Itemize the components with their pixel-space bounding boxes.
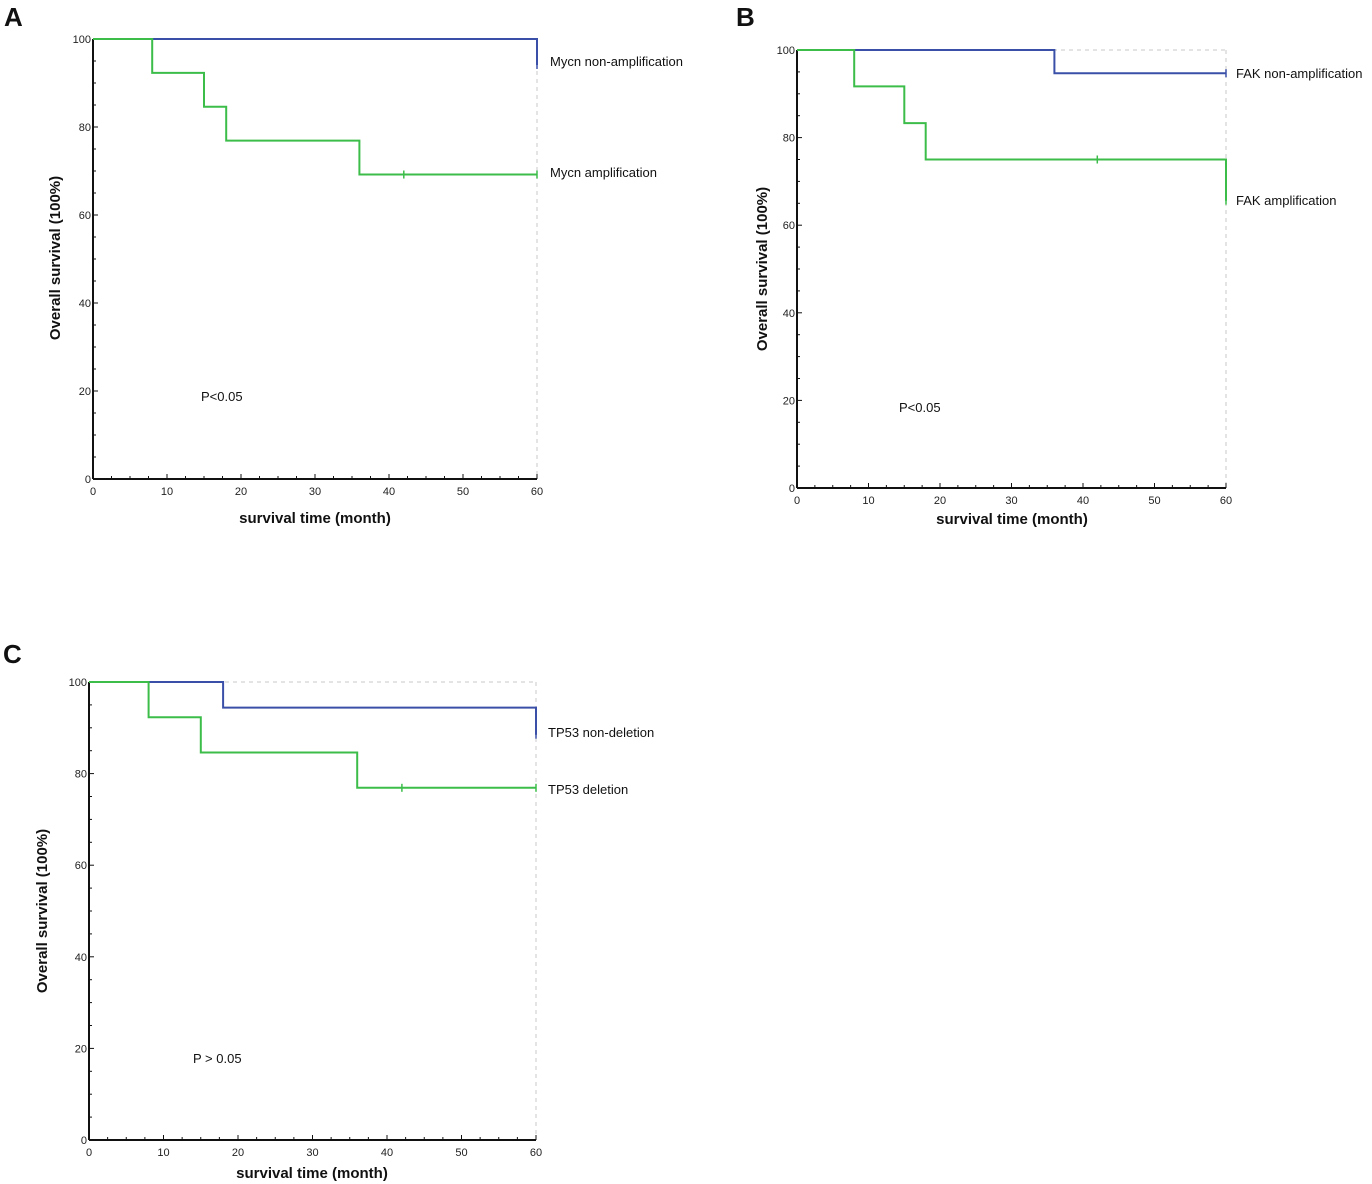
x-tick-label: 30 bbox=[309, 486, 321, 498]
x-tick-label: 50 bbox=[455, 1147, 467, 1159]
series-label: TP53 non-deletion bbox=[548, 725, 654, 740]
y-tick-label: 0 bbox=[789, 483, 795, 495]
x-axis-title: survival time (month) bbox=[236, 1165, 388, 1182]
y-tick-label: 40 bbox=[75, 952, 87, 964]
y-tick-label: 40 bbox=[79, 298, 91, 310]
y-axis-title: Overall survival (100%) bbox=[34, 829, 51, 993]
p-value-annotation: P<0.05 bbox=[899, 400, 941, 415]
x-tick-label: 20 bbox=[232, 1147, 244, 1159]
y-tick-label: 80 bbox=[79, 122, 91, 134]
panel-label: B bbox=[736, 2, 755, 32]
survival-curve-mycn-non-amplification bbox=[93, 38, 538, 65]
series-label: FAK non-amplification bbox=[1236, 66, 1362, 81]
x-tick-label: 0 bbox=[86, 1147, 92, 1159]
survival-curve-fak-non-amplification bbox=[797, 49, 1226, 75]
survival-curve-tp53-non-deletion bbox=[89, 681, 537, 735]
x-tick-label: 10 bbox=[862, 495, 874, 507]
x-tick-label: 20 bbox=[235, 486, 247, 498]
x-tick-label: 60 bbox=[531, 486, 543, 498]
series-label: FAK amplification bbox=[1236, 193, 1336, 208]
x-tick-label: 40 bbox=[381, 1147, 393, 1159]
y-tick-label: 60 bbox=[783, 220, 795, 232]
y-tick-label: 80 bbox=[783, 133, 795, 145]
y-tick-label: 60 bbox=[79, 210, 91, 222]
series-label: Mycn amplification bbox=[550, 165, 657, 180]
p-value-annotation: P<0.05 bbox=[201, 389, 243, 404]
x-tick-label: 0 bbox=[90, 486, 96, 498]
y-tick-label: 100 bbox=[69, 677, 87, 689]
y-tick-label: 0 bbox=[85, 474, 91, 486]
x-tick-label: 50 bbox=[1148, 495, 1160, 507]
x-tick-label: 10 bbox=[157, 1147, 169, 1159]
x-tick-label: 30 bbox=[1005, 495, 1017, 507]
y-tick-label: 100 bbox=[777, 45, 795, 57]
km-panel-a: A 0 20 40 60 80 100 0 10 20 30 40 50 60 Overall surviv… bbox=[4, 2, 683, 527]
y-tick-label: 20 bbox=[79, 386, 91, 398]
y-tick-label: 40 bbox=[783, 308, 795, 320]
x-tick-label: 0 bbox=[794, 495, 800, 507]
x-axis-title: survival time (month) bbox=[936, 511, 1088, 528]
y-tick-label: 0 bbox=[81, 1135, 87, 1147]
x-tick-label: 30 bbox=[306, 1147, 318, 1159]
p-value-annotation: P > 0.05 bbox=[193, 1051, 242, 1066]
y-tick-label: 20 bbox=[783, 395, 795, 407]
y-tick-label: 20 bbox=[75, 1043, 87, 1055]
x-axis-title: survival time (month) bbox=[239, 510, 391, 527]
x-tick-label: 20 bbox=[934, 495, 946, 507]
x-tick-label: 60 bbox=[530, 1147, 542, 1159]
survival-curve-mycn-amplification bbox=[93, 38, 537, 176]
x-tick-label: 40 bbox=[383, 486, 395, 498]
series-label: Mycn non-amplification bbox=[550, 54, 683, 69]
x-tick-label: 50 bbox=[457, 486, 469, 498]
x-tick-label: 10 bbox=[161, 486, 173, 498]
y-axis-title: Overall survival (100%) bbox=[754, 187, 771, 351]
survival-curve-tp53-deletion bbox=[89, 681, 536, 789]
panel-label: C bbox=[3, 639, 22, 669]
y-tick-label: 80 bbox=[75, 769, 87, 781]
y-tick-label: 60 bbox=[75, 860, 87, 872]
y-axis-title: Overall survival (100%) bbox=[47, 176, 64, 340]
km-panel-c: C 0 20 40 60 80 100 0 10 20 30 40 50 60 Overall surviv… bbox=[3, 639, 654, 1182]
panel-label: A bbox=[4, 2, 23, 32]
y-tick-label: 100 bbox=[73, 34, 91, 46]
series-label: TP53 deletion bbox=[548, 782, 628, 797]
x-tick-label: 60 bbox=[1220, 495, 1232, 507]
km-panel-b: B 0 20 40 60 80 100 0 10 20 30 40 50 60 Overall surviv… bbox=[736, 2, 1362, 528]
survival-curve-fak-amplification bbox=[797, 49, 1227, 201]
x-tick-label: 40 bbox=[1077, 495, 1089, 507]
